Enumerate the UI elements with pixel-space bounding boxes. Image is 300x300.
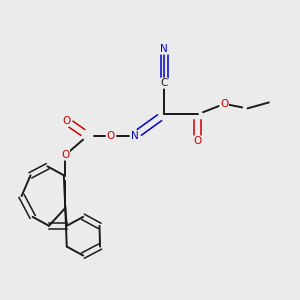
Text: O: O [61,150,69,160]
Text: N: N [160,44,168,54]
Text: O: O [106,131,115,141]
Text: O: O [194,136,202,146]
Text: N: N [131,131,138,141]
Text: O: O [62,116,70,126]
Text: O: O [220,99,228,109]
Text: C: C [160,78,168,88]
